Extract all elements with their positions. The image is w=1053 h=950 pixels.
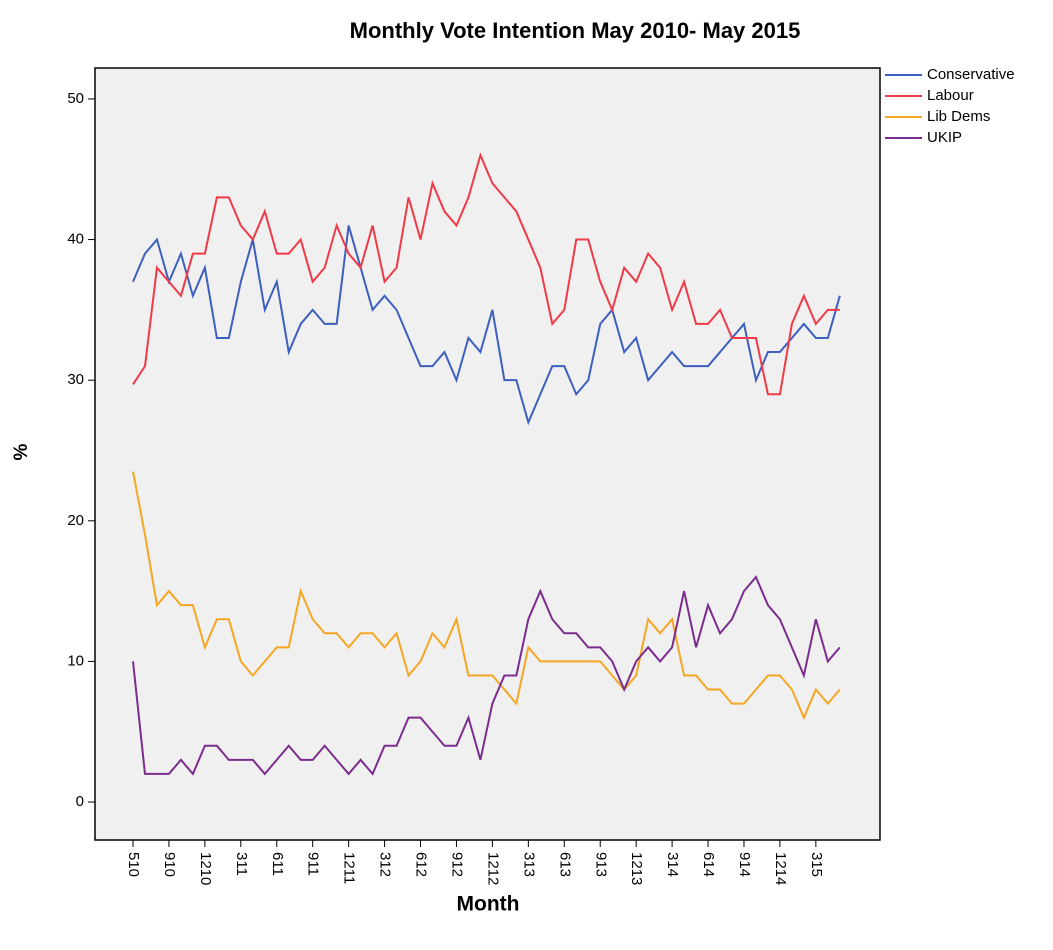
x-tick-label: 1210: [197, 852, 214, 885]
chart-title: Monthly Vote Intention May 2010- May 201…: [350, 18, 801, 43]
x-tick-label: 911: [305, 852, 322, 876]
y-tick-label: 0: [76, 793, 84, 810]
x-tick-label: 510: [125, 852, 142, 877]
y-tick-label: 30: [67, 371, 84, 388]
x-tick-label: 913: [592, 852, 609, 877]
x-tick-label: 612: [413, 852, 430, 877]
x-tick-label: 315: [808, 852, 825, 877]
x-tick-label: 914: [736, 852, 753, 877]
y-tick-label: 40: [67, 231, 84, 248]
x-tick-label: 611: [269, 852, 286, 876]
x-axis-title: Month: [457, 893, 520, 916]
legend-label: UKIP: [927, 129, 962, 146]
y-tick-label: 10: [67, 652, 84, 669]
x-tick-label: 910: [161, 852, 178, 877]
x-tick-label: 313: [520, 852, 537, 877]
legend-label: Labour: [927, 87, 974, 104]
x-tick-label: 312: [377, 852, 394, 877]
series-line: [132, 471, 841, 721]
y-tick-label: 50: [67, 90, 84, 107]
x-tick-label: 613: [556, 852, 573, 877]
series-line: [132, 225, 841, 426]
x-tick-label: 314: [664, 852, 681, 877]
legend-label: Lib Dems: [927, 108, 990, 125]
legend-label: Conservative: [927, 66, 1015, 83]
x-tick-label: 1214: [772, 852, 789, 885]
x-tick-label: 311: [233, 852, 250, 876]
y-axis-title: %: [11, 443, 32, 460]
x-tick-label: 1213: [628, 852, 645, 885]
series-line: [132, 152, 840, 396]
x-tick-label: 912: [448, 852, 465, 877]
series-line: [132, 575, 841, 776]
x-tick-label: 614: [700, 852, 717, 877]
x-tick-label: 1211: [341, 852, 358, 884]
x-tick-label: 1212: [484, 852, 501, 885]
y-tick-label: 20: [67, 512, 84, 529]
